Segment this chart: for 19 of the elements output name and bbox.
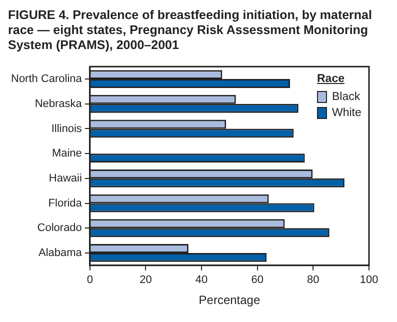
y-tick-label: Alabama [38, 247, 83, 260]
y-tick-label: Colorado [37, 222, 82, 234]
legend-title: Race [317, 72, 346, 87]
y-tick-label: Florida [48, 197, 83, 210]
x-tick-label: 40 [195, 274, 208, 286]
x-tick-label: 20 [140, 274, 152, 286]
x-tick-label: 80 [307, 274, 320, 286]
legend-label: White [332, 106, 362, 121]
y-tick-label: North Carolina [11, 73, 83, 86]
y-tick-label: Maine [52, 148, 82, 160]
x-axis-title: Percentage [198, 293, 260, 308]
legend-label: Black [332, 90, 360, 105]
y-tick-label: Hawaii [48, 172, 82, 184]
x-tick-label: 60 [251, 274, 264, 286]
y-tick-label: Illinois [51, 122, 82, 135]
chart-title: FIGURE 4. Prevalence of breastfeeding initiation, by maternal race — eight states, Pregnancy Risk Assessment Monitoring System (PRAMS), 2000–2001 [8, 8, 373, 53]
x-tick-label: 0 [86, 274, 93, 286]
y-tick-label: Nebraska [34, 98, 83, 110]
x-tick-label: 100 [360, 274, 378, 286]
